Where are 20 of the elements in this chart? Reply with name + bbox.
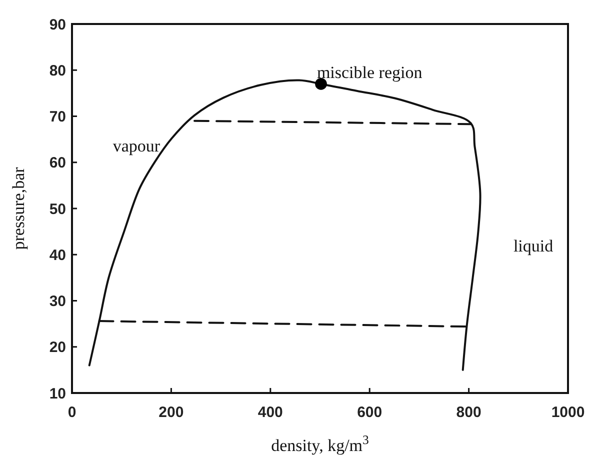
y-tick-label: 40 <box>49 246 66 264</box>
y-tick-label: 20 <box>49 339 66 356</box>
y-tick-label: 70 <box>49 108 66 126</box>
y-tick-label: 50 <box>49 200 66 218</box>
y-tick-label: 10 <box>49 385 66 402</box>
annotation: vapour <box>112 136 160 156</box>
x-tick-label: 600 <box>357 404 382 421</box>
x-tick-label: 400 <box>258 404 283 421</box>
x-tick-label: 800 <box>456 404 482 421</box>
x-axis-title: density, kg/m$^{3}$ <box>271 433 369 455</box>
y-tick-label: 90 <box>49 16 66 34</box>
x-tick-label: 1000 <box>551 404 585 421</box>
annotation: miscible region <box>316 62 423 82</box>
y-axis-title: pressure,bar <box>9 166 28 250</box>
y-tick-label: 60 <box>49 154 66 172</box>
annotation: liquid <box>513 236 554 256</box>
x-tick-label: 200 <box>158 404 184 421</box>
y-tick-label: 80 <box>49 62 66 80</box>
x-tick-label: 0 <box>68 404 76 421</box>
y-tick-label: 30 <box>49 293 66 310</box>
